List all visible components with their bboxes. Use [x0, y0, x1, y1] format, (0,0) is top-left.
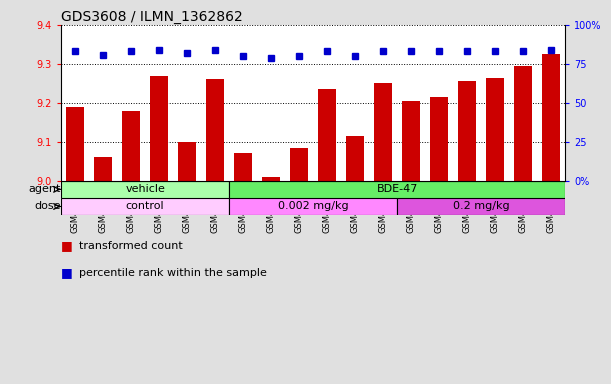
Bar: [262, 177, 280, 181]
Bar: [229, 181, 565, 198]
Bar: [397, 198, 565, 215]
Text: ■: ■: [61, 266, 77, 279]
Text: vehicle: vehicle: [125, 184, 165, 194]
Bar: [150, 76, 168, 181]
Text: 0.2 mg/kg: 0.2 mg/kg: [453, 202, 510, 212]
Bar: [486, 78, 504, 181]
Text: BDE-47: BDE-47: [376, 184, 418, 194]
Bar: [514, 66, 532, 181]
Bar: [458, 81, 476, 181]
Bar: [229, 198, 397, 215]
Bar: [122, 111, 140, 181]
Bar: [206, 79, 224, 181]
Bar: [178, 142, 196, 181]
Bar: [430, 97, 448, 181]
Bar: [290, 148, 308, 181]
Bar: [234, 154, 252, 181]
Bar: [66, 107, 84, 181]
Bar: [374, 83, 392, 181]
Text: GDS3608 / ILMN_1362862: GDS3608 / ILMN_1362862: [61, 10, 243, 24]
Text: dose: dose: [34, 202, 60, 212]
Text: percentile rank within the sample: percentile rank within the sample: [79, 268, 267, 278]
Bar: [61, 198, 229, 215]
Text: transformed count: transformed count: [79, 241, 183, 251]
Bar: [318, 89, 336, 181]
Bar: [542, 54, 560, 181]
Bar: [94, 157, 112, 181]
Text: ■: ■: [61, 239, 77, 252]
Bar: [61, 181, 229, 198]
Text: control: control: [126, 202, 164, 212]
Text: 0.002 mg/kg: 0.002 mg/kg: [278, 202, 348, 212]
Bar: [402, 101, 420, 181]
Text: agent: agent: [28, 184, 60, 194]
Bar: [346, 136, 364, 181]
